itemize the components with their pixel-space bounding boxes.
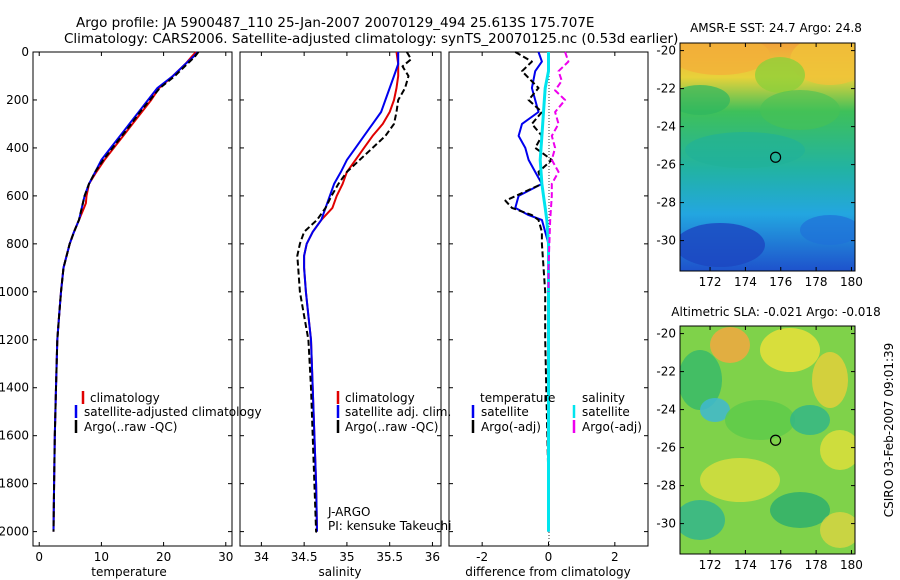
legend-label-sal-satellite: satellite [582,405,630,419]
x-tick-label: -2 [476,550,488,564]
map-x-tick-label: 178 [805,558,828,572]
x-tick-label: 10 [94,550,109,564]
map-y-tick-label: -20 [656,44,676,58]
sla-heatmap [680,326,855,554]
legend-label-argo: Argo(..raw -QC) [84,420,177,434]
legend-title-salinity: salinity [582,391,625,405]
legend-label-temp-argo: Argo(-adj) [481,420,541,434]
y-tick-label: 400 [6,141,29,155]
x-tick-label: 35.5 [376,550,403,564]
temperature-legend: climatology satellite-adjusted climatolo… [74,391,262,434]
x-tick-label: 36 [425,550,440,564]
legend-label-argo: Argo(..raw -QC) [345,420,438,434]
series-satellite-adj-clim [303,52,400,532]
map-x-tick-label: 172 [699,558,722,572]
y-tick-label: 1200 [0,333,29,347]
legend-label-climatology: climatology [345,391,415,405]
x-tick-label: 0 [35,550,43,564]
y-tick-label: 1400 [0,381,29,395]
map-x-tick-label: 180 [840,275,863,289]
salinity-panel [239,51,442,547]
argo-location-marker [769,151,782,163]
series-argo-raw-qc [52,51,200,532]
x-tick-label: 30 [218,550,233,564]
map-y-tick-label: -24 [656,120,676,134]
legend-label-sal-argo: Argo(-adj) [582,420,642,434]
map-y-tick-label: -22 [656,365,676,379]
xlabel-salinity: salinity [318,565,361,579]
map-y-tick-label: -28 [656,479,676,493]
series-salinity-argo-adj [547,51,570,292]
map-y-tick-label: -28 [656,196,676,210]
header-line-1: Argo profile: JA 5900487_110 25-Jan-2007… [76,15,594,31]
map-y-tick-label: -24 [656,403,676,417]
sst-map-title: AMSR-E SST: 24.7 Argo: 24.8 [690,21,862,35]
legend-label-temp-satellite: satellite [481,405,529,419]
header-line-2: Climatology: CARS2006. Satellite-adjuste… [64,31,678,47]
sst-map-frame [679,42,856,272]
map-y-tick-label: -26 [656,158,676,172]
xlabel-temperature: temperature [91,565,166,579]
y-tick-label: 1000 [0,285,29,299]
map-x-tick-label: 178 [805,275,828,289]
sla-map-title: Altimetric SLA: -0.021 Argo: -0.018 [671,305,880,319]
map-x-tick-label: 176 [769,558,792,572]
legend-label-satellite: satellite-adjusted climatology [84,405,262,419]
map-x-tick-label: 180 [840,558,863,572]
salinity-legend: climatology satellite adj. clim. Argo(..… [327,391,451,533]
y-tick-label: 1600 [0,429,29,443]
map-x-tick-label: 176 [769,275,792,289]
x-tick-label: 20 [156,550,171,564]
legend-title-temperature: temperature [480,391,555,405]
legend-label-climatology: climatology [90,391,160,405]
map-y-tick-label: -20 [656,327,676,341]
y-tick-label: 800 [6,237,29,251]
map-x-tick-label: 174 [734,275,757,289]
y-tick-label: 2000 [0,525,29,539]
y-tick-label: 1800 [0,477,29,491]
map-y-tick-label: -26 [656,441,676,455]
x-tick-label: 35 [339,550,354,564]
xlabel-difference: difference from climatology [465,565,631,579]
temperature-panel [32,51,233,547]
legend-label-satellite: satellite adj. clim. [345,405,451,419]
sst-heatmap [680,43,855,271]
map-y-tick-label: -22 [656,82,676,96]
x-tick-label: 0 [545,550,553,564]
map-y-tick-label: -30 [656,517,676,531]
series-argo-raw-qc [296,51,413,533]
x-tick-label: 2 [611,550,619,564]
map-x-tick-label: 174 [734,558,757,572]
sla-map-frame [679,325,856,555]
y-tick-label: 0 [21,45,29,59]
map-x-tick-label: 172 [699,275,722,289]
x-tick-label: 34.5 [291,550,318,564]
y-tick-label: 200 [6,93,29,107]
series-salinity-satellite [538,52,550,532]
footer-timestamp: CSIRO 03-Feb-2007 09:01:39 [882,343,896,518]
y-tick-label: 600 [6,189,29,203]
annotation-pi: PI: kensuke Takeuchi [328,519,451,533]
map-y-tick-label: -30 [656,234,676,248]
argo-location-marker [769,434,782,446]
annotation-program: J-ARGO [327,505,370,519]
x-tick-label: 34 [254,550,269,564]
difference-legend: temperature satellite Argo(-adj) salinit… [471,391,642,434]
